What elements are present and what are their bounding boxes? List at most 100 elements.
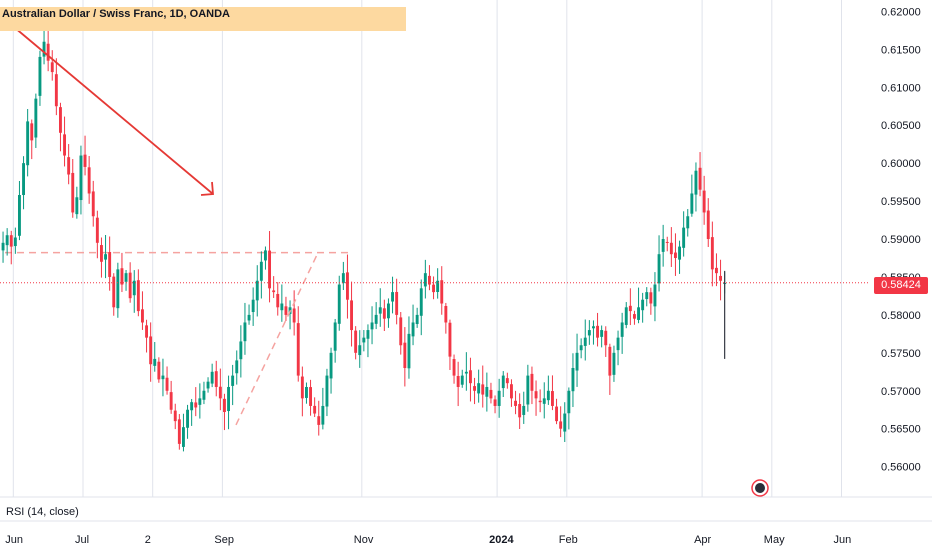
- candle-body[interactable]: [694, 170, 698, 195]
- candle-body[interactable]: [362, 337, 366, 343]
- candle-body[interactable]: [128, 272, 132, 299]
- candle-body[interactable]: [661, 239, 665, 252]
- candle-body[interactable]: [305, 386, 308, 398]
- candle-body[interactable]: [194, 402, 198, 408]
- candle-body[interactable]: [264, 250, 267, 261]
- candle-body[interactable]: [83, 154, 87, 167]
- candle-body[interactable]: [456, 376, 460, 387]
- candle-body[interactable]: [608, 346, 612, 376]
- candle-body[interactable]: [325, 375, 329, 407]
- candle-body[interactable]: [79, 155, 83, 201]
- candle-body[interactable]: [341, 273, 345, 284]
- candle-body[interactable]: [75, 197, 79, 215]
- candle-body[interactable]: [641, 299, 645, 311]
- dashed-trend-line[interactable]: [235, 252, 319, 426]
- candle-body[interactable]: [546, 390, 550, 401]
- candle-body[interactable]: [87, 167, 91, 194]
- candle-body[interactable]: [202, 390, 206, 400]
- candle-body[interactable]: [153, 358, 157, 366]
- candle-body[interactable]: [510, 384, 513, 399]
- candle-body[interactable]: [518, 404, 522, 418]
- candle-body[interactable]: [206, 381, 210, 389]
- candle-body[interactable]: [575, 352, 579, 371]
- candle-body[interactable]: [317, 416, 321, 425]
- candle-body[interactable]: [633, 314, 636, 319]
- candle-body[interactable]: [198, 398, 202, 405]
- candle-body[interactable]: [173, 410, 177, 422]
- candle-body[interactable]: [587, 330, 591, 336]
- candle-body[interactable]: [399, 317, 403, 346]
- candle-body[interactable]: [145, 325, 148, 338]
- candle-body[interactable]: [38, 56, 42, 96]
- candle-body[interactable]: [596, 325, 599, 338]
- candle-body[interactable]: [100, 245, 103, 262]
- candle-body[interactable]: [108, 252, 112, 277]
- candle-body[interactable]: [243, 322, 247, 342]
- candle-body[interactable]: [296, 323, 300, 376]
- candle-body[interactable]: [698, 167, 702, 190]
- candle-body[interactable]: [669, 242, 673, 255]
- candle-body[interactable]: [190, 402, 194, 411]
- candle-body[interactable]: [161, 375, 165, 380]
- candle-body[interactable]: [210, 371, 214, 384]
- candle-body[interactable]: [706, 210, 710, 240]
- candle-body[interactable]: [637, 307, 640, 320]
- candle-body[interactable]: [346, 272, 349, 300]
- candle-body[interactable]: [702, 190, 706, 213]
- candle-body[interactable]: [22, 163, 25, 196]
- candle-body[interactable]: [132, 280, 136, 296]
- candle-body[interactable]: [473, 386, 476, 391]
- candle-body[interactable]: [26, 121, 30, 166]
- candle-body[interactable]: [604, 330, 608, 346]
- candle-body[interactable]: [534, 391, 538, 399]
- candle-body[interactable]: [616, 337, 620, 351]
- candle-body[interactable]: [235, 360, 239, 374]
- candle-body[interactable]: [169, 392, 173, 410]
- candle-body[interactable]: [272, 290, 276, 293]
- candle-body[interactable]: [30, 123, 34, 141]
- candle-body[interactable]: [358, 345, 362, 356]
- candle-body[interactable]: [50, 62, 54, 73]
- candle-body[interactable]: [120, 268, 124, 285]
- candle-body[interactable]: [579, 345, 583, 351]
- candle-body[interactable]: [645, 292, 649, 300]
- candle-body[interactable]: [469, 370, 472, 384]
- candle-body[interactable]: [387, 303, 390, 319]
- candle-body[interactable]: [682, 227, 686, 248]
- candle-body[interactable]: [116, 269, 120, 309]
- candle-body[interactable]: [436, 280, 440, 292]
- candle-body[interactable]: [653, 284, 657, 307]
- candle-body[interactable]: [136, 280, 140, 312]
- candle-body[interactable]: [63, 134, 66, 156]
- candle-body[interactable]: [280, 303, 284, 311]
- candle-body[interactable]: [259, 261, 263, 281]
- candle-body[interactable]: [592, 326, 595, 329]
- candle-body[interactable]: [149, 336, 153, 365]
- candle-body[interactable]: [59, 107, 62, 133]
- candle-body[interactable]: [268, 250, 271, 289]
- candle-body[interactable]: [686, 216, 690, 229]
- candle-body[interactable]: [391, 292, 394, 302]
- candle-body[interactable]: [157, 361, 161, 380]
- candle-body[interactable]: [501, 375, 505, 389]
- candle-body[interactable]: [46, 43, 50, 61]
- candle-body[interactable]: [18, 195, 21, 236]
- candle-body[interactable]: [370, 322, 374, 330]
- candle-body[interactable]: [186, 409, 189, 428]
- candle-body[interactable]: [95, 217, 99, 243]
- candle-body[interactable]: [354, 330, 358, 353]
- candle-body[interactable]: [657, 254, 661, 284]
- candle-body[interactable]: [91, 191, 95, 217]
- candle-body[interactable]: [227, 386, 230, 412]
- candle-body[interactable]: [223, 398, 226, 413]
- candle-body[interactable]: [481, 384, 485, 395]
- candle-body[interactable]: [542, 398, 546, 404]
- candle-body[interactable]: [526, 375, 530, 405]
- candle-body[interactable]: [382, 308, 386, 319]
- candle-body[interactable]: [522, 405, 526, 415]
- candle-body[interactable]: [42, 41, 46, 57]
- candle-body[interactable]: [551, 391, 554, 406]
- candle-body[interactable]: [34, 98, 38, 138]
- candle-body[interactable]: [477, 383, 481, 394]
- candle-body[interactable]: [255, 280, 259, 301]
